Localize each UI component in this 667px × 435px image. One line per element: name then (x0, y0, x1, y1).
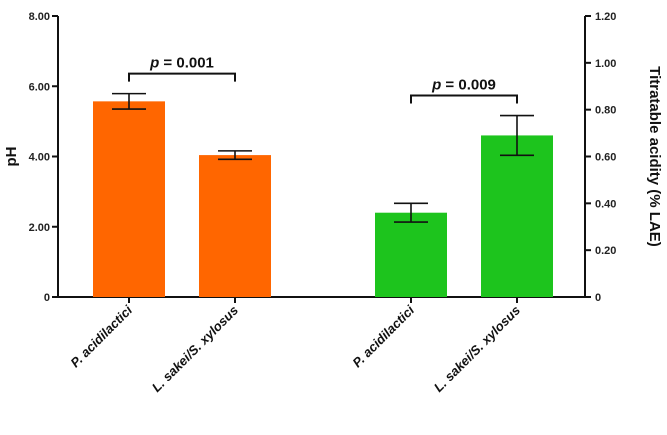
right-tick-label: 1.00 (595, 58, 616, 70)
bar (481, 135, 553, 297)
category-label: L. sakei/S. xylosus (431, 303, 523, 395)
category-label: L. sakei/S. xylosus (149, 303, 241, 395)
left-tick-label: 0 (44, 292, 50, 304)
category-label: P. acidilactici (349, 302, 417, 370)
significance-bracket (410, 94, 518, 104)
bar (375, 212, 447, 297)
right-tick-label: 0.20 (595, 245, 616, 257)
right-tick-label: 0 (595, 292, 601, 304)
right-tick-label: 0.60 (595, 152, 616, 164)
bar (199, 155, 271, 297)
significance-label: p = 0.009 (431, 77, 496, 94)
left-tick-label: 8.00 (29, 11, 50, 23)
right-tick-label: 0.80 (595, 105, 616, 117)
bar (93, 101, 165, 297)
left-axis-title: pH (3, 147, 20, 167)
left-tick-label: 2.00 (29, 222, 50, 234)
right-tick-label: 0.40 (595, 198, 616, 210)
category-label: P. acidilactici (67, 302, 135, 370)
left-tick-label: 6.00 (29, 81, 50, 93)
left-tick-label: 4.00 (29, 152, 50, 164)
significance-label: p = 0.001 (149, 55, 214, 72)
right-axis-title: Titratable acidity (% LAE) (646, 66, 663, 247)
right-tick-label: 1.20 (595, 11, 616, 23)
significance-bracket (128, 72, 236, 82)
